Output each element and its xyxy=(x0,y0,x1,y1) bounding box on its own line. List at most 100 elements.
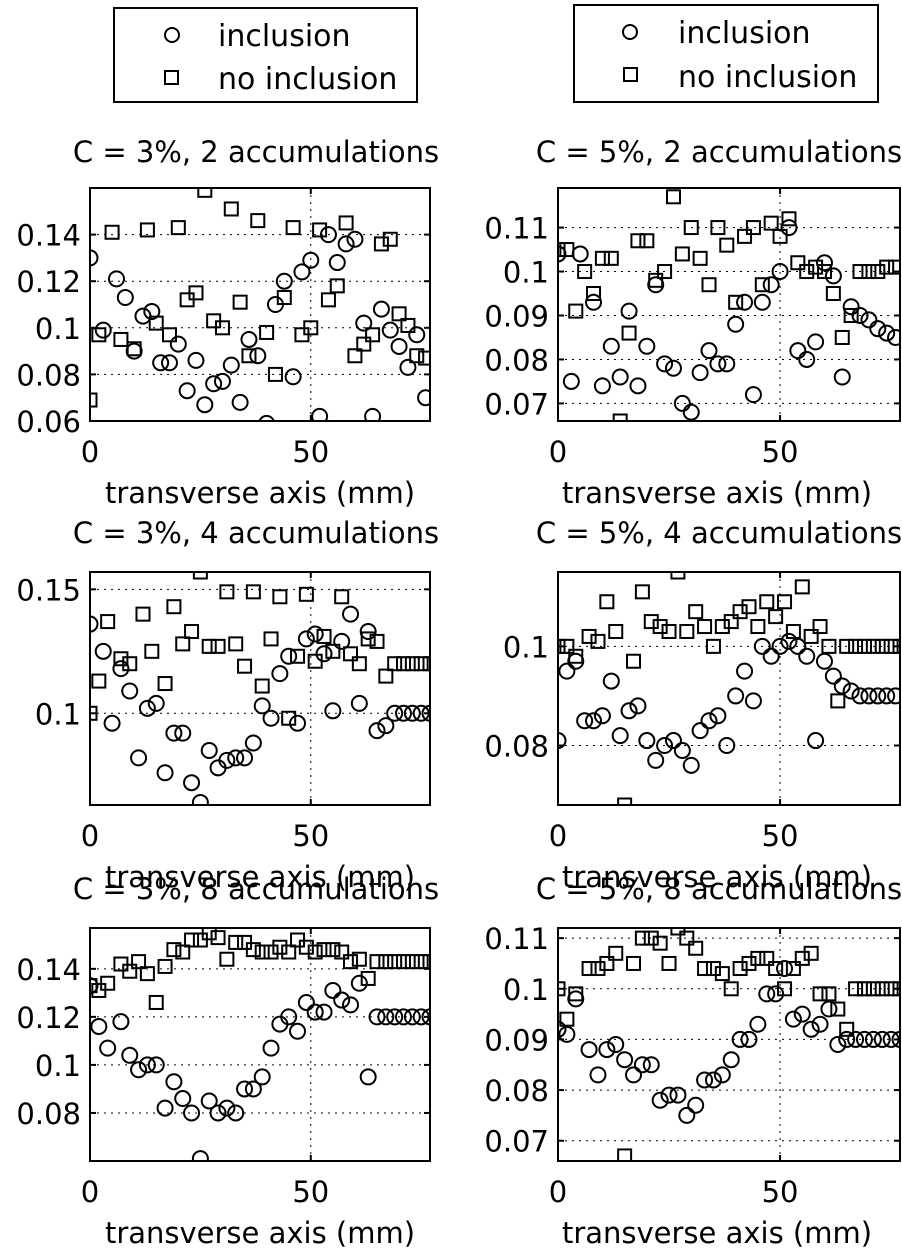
x-axis-label: transverse axis (mm) xyxy=(105,476,415,510)
no-inclusion-point xyxy=(378,954,394,970)
inclusion-point xyxy=(829,1036,847,1053)
markers-group xyxy=(90,188,430,421)
inclusion-point xyxy=(807,333,825,351)
y-tick-label: 0.11 xyxy=(484,922,549,956)
no-inclusion-point xyxy=(808,259,824,275)
no-inclusion-point xyxy=(360,631,376,647)
inclusion-point xyxy=(784,1010,802,1028)
no-inclusion-point xyxy=(626,653,642,669)
inclusion-point xyxy=(860,311,878,329)
inclusion-point xyxy=(593,707,611,725)
x-tick-label: 0 xyxy=(549,819,567,853)
no-inclusion-point xyxy=(343,646,359,662)
x-tick-label: 0 xyxy=(549,435,567,469)
no-inclusion-point xyxy=(785,623,801,639)
inclusion-point xyxy=(767,985,785,1003)
no-inclusion-point xyxy=(874,638,890,654)
inclusion-point xyxy=(713,1066,731,1084)
no-inclusion-point xyxy=(621,325,637,341)
inclusion-point xyxy=(346,230,364,248)
no-inclusion-point xyxy=(728,294,744,310)
no-inclusion-point xyxy=(639,233,655,249)
inclusion-point xyxy=(887,687,900,705)
axes-box xyxy=(89,187,431,422)
x-tick-label: 50 xyxy=(292,435,329,469)
no-inclusion-point xyxy=(245,584,261,600)
no-inclusion-point xyxy=(113,651,129,667)
inclusion-point xyxy=(673,394,691,412)
axes-box xyxy=(557,571,901,806)
inclusion-point xyxy=(664,732,682,750)
x-axis-label: transverse axis (mm) xyxy=(105,1216,415,1249)
inclusion-point xyxy=(302,251,320,269)
inclusion-point xyxy=(112,1013,130,1031)
no-inclusion-point xyxy=(139,966,155,982)
no-inclusion-point xyxy=(679,623,695,639)
no-inclusion-point xyxy=(329,278,345,294)
no-inclusion-point xyxy=(298,939,314,955)
inclusion-point xyxy=(191,1150,209,1161)
inclusion-point xyxy=(807,732,825,750)
no-inclusion-point xyxy=(581,628,597,644)
no-inclusion-point xyxy=(768,961,784,977)
inclusion-point xyxy=(798,350,816,368)
no-inclusion-point xyxy=(263,944,279,960)
axes-box xyxy=(89,571,431,806)
no-inclusion-point xyxy=(812,986,828,1002)
no-inclusion-point xyxy=(307,653,323,669)
inclusion-point xyxy=(350,694,368,712)
no-inclusion-point xyxy=(360,970,376,986)
no-inclusion-point xyxy=(661,623,677,639)
no-inclusion-point xyxy=(422,656,430,672)
inclusion-point xyxy=(771,637,789,655)
inclusion-point xyxy=(700,712,718,730)
inclusion-point xyxy=(169,335,187,353)
inclusion-point xyxy=(116,289,134,307)
no-inclusion-point xyxy=(670,572,686,580)
inclusion-point xyxy=(691,722,709,740)
inclusion-point xyxy=(138,699,156,717)
no-inclusion-point xyxy=(870,264,886,280)
axes-box xyxy=(557,187,901,422)
inclusion-point xyxy=(284,368,302,386)
no-inclusion-point xyxy=(568,648,584,664)
no-inclusion-point xyxy=(558,981,566,997)
no-inclusion-point xyxy=(590,961,606,977)
inclusion-point xyxy=(855,1030,873,1048)
x-axis-label: transverse axis (mm) xyxy=(562,1216,872,1249)
inclusion-point xyxy=(253,1068,271,1086)
inclusion-point xyxy=(585,712,603,730)
inclusion-point xyxy=(776,960,794,978)
no-inclusion-point xyxy=(241,348,257,364)
no-inclusion-point xyxy=(170,220,186,236)
inclusion-point xyxy=(156,764,174,782)
inclusion-point xyxy=(147,694,165,712)
inclusion-point xyxy=(629,377,647,395)
inclusion-point xyxy=(99,1039,117,1057)
legend-left-label-no-inclusion: no inclusion xyxy=(218,62,397,97)
chart-panel-4: C = 5%, 4 accumulations 0.08 0.1 0 50 transve… xyxy=(484,516,902,894)
no-inclusion-point xyxy=(652,935,668,951)
inclusion-point xyxy=(395,704,413,722)
x-tick-label: 50 xyxy=(292,1175,329,1209)
inclusion-point xyxy=(94,642,112,660)
no-inclusion-point xyxy=(214,320,230,336)
inclusion-point xyxy=(156,1099,174,1117)
no-inclusion-point xyxy=(91,327,107,343)
no-inclusion-point xyxy=(254,678,270,694)
no-inclusion-point xyxy=(719,237,735,253)
y-tick-label: 0.08 xyxy=(16,1097,81,1131)
inclusion-point xyxy=(727,315,745,333)
no-inclusion-point xyxy=(254,944,270,960)
inclusion-point xyxy=(656,737,674,755)
inclusion-point xyxy=(147,1056,165,1074)
inclusion-point xyxy=(368,722,386,740)
no-inclusion-point xyxy=(617,797,633,805)
inclusion-point xyxy=(558,662,576,680)
inclusion-point xyxy=(869,320,887,338)
no-inclusion-point xyxy=(861,264,877,280)
no-inclusion-point xyxy=(139,222,155,238)
no-inclusion-point xyxy=(688,940,704,956)
inclusion-point xyxy=(753,637,771,655)
